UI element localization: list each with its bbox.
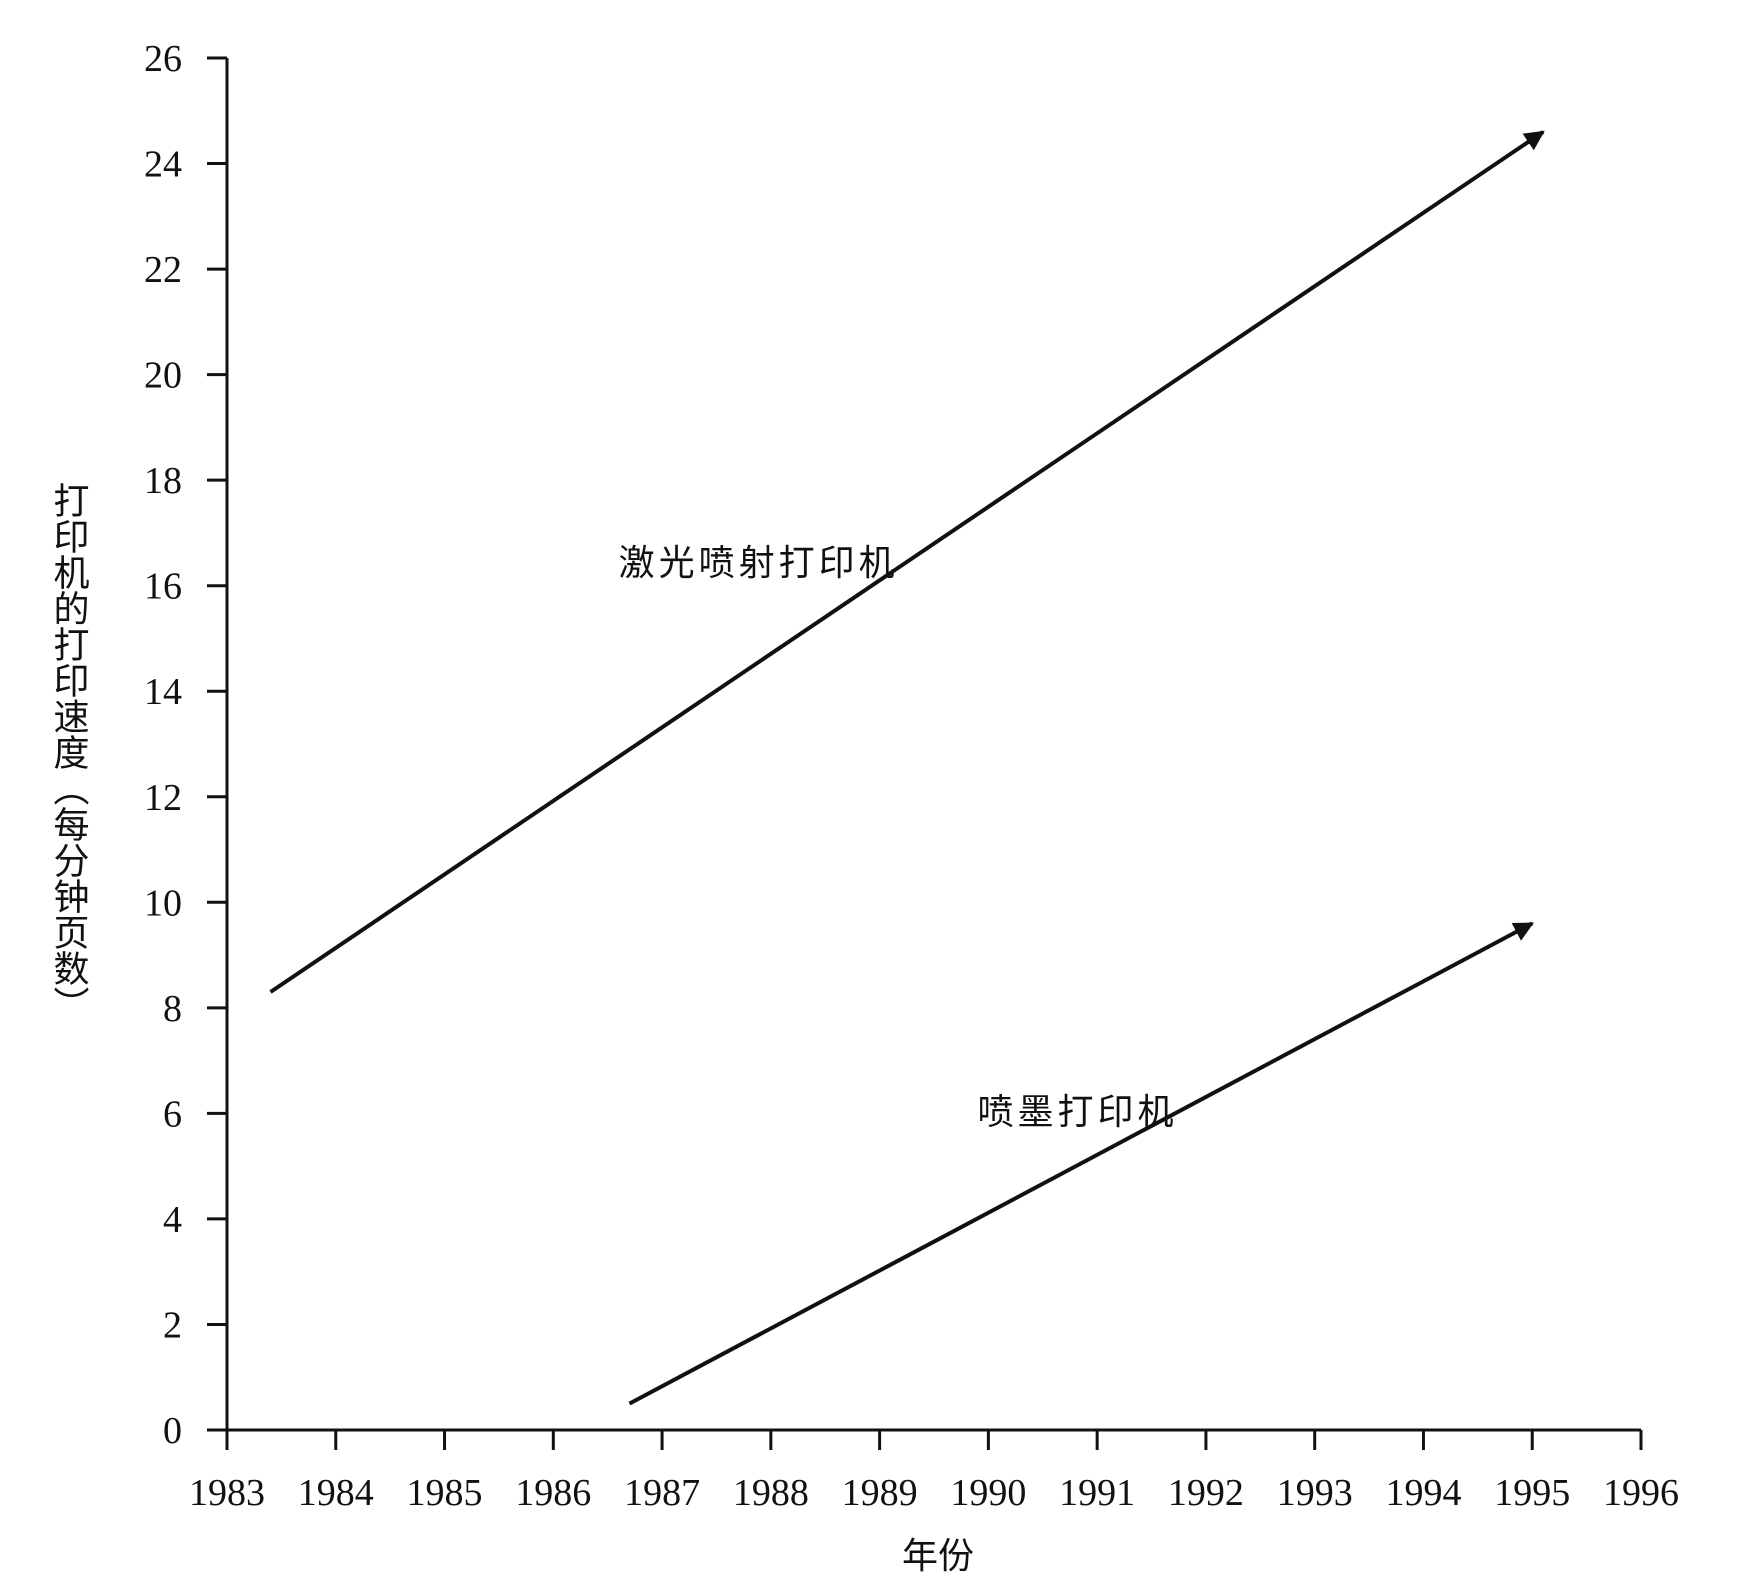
y-tick-label: 24 [144,144,182,186]
x-tick-label: 1990 [950,1472,1026,1514]
x-tick-label: 1987 [624,1472,700,1514]
x-tick-label: 1984 [298,1472,374,1514]
y-tick-label: 8 [163,988,182,1030]
x-tick-label: 1988 [733,1472,809,1514]
x-tick-label: 1992 [1168,1472,1244,1514]
x-tick-label: 1983 [189,1472,265,1514]
x-tick-label: 1989 [842,1472,918,1514]
y-tick-label: 2 [163,1304,182,1346]
y-tick-label: 26 [144,38,182,80]
y-tick-label: 18 [144,460,182,502]
x-tick-label: 1991 [1059,1472,1135,1514]
y-axis-label: 打印机的打印速度（每分钟页数） [48,482,90,1022]
y-tick-label: 20 [144,355,182,397]
x-axis-label: 年份 [902,1536,974,1577]
x-tick-label: 1994 [1385,1472,1461,1514]
series-annotation-2: 喷墨打印机 [978,1092,1178,1133]
y-tick-label: 6 [163,1093,182,1135]
series-line-1 [269,130,1545,994]
y-tick-label: 22 [144,249,182,291]
x-tick-label: 1985 [407,1472,483,1514]
x-tick-label: 1996 [1603,1472,1679,1514]
x-tick-label: 1995 [1494,1472,1570,1514]
y-tick-label: 10 [144,882,182,924]
x-tick-label: 1993 [1277,1472,1353,1514]
series-annotation-1: 激光喷射打印机 [619,543,899,584]
y-tick-label: 12 [144,777,182,819]
series-line-2 [628,921,1534,1406]
y-tick-label: 14 [144,671,182,713]
x-tick-label: 1986 [515,1472,591,1514]
y-tick-label: 16 [144,566,182,608]
y-tick-label: 0 [163,1410,182,1452]
y-tick-label: 4 [163,1199,182,1241]
